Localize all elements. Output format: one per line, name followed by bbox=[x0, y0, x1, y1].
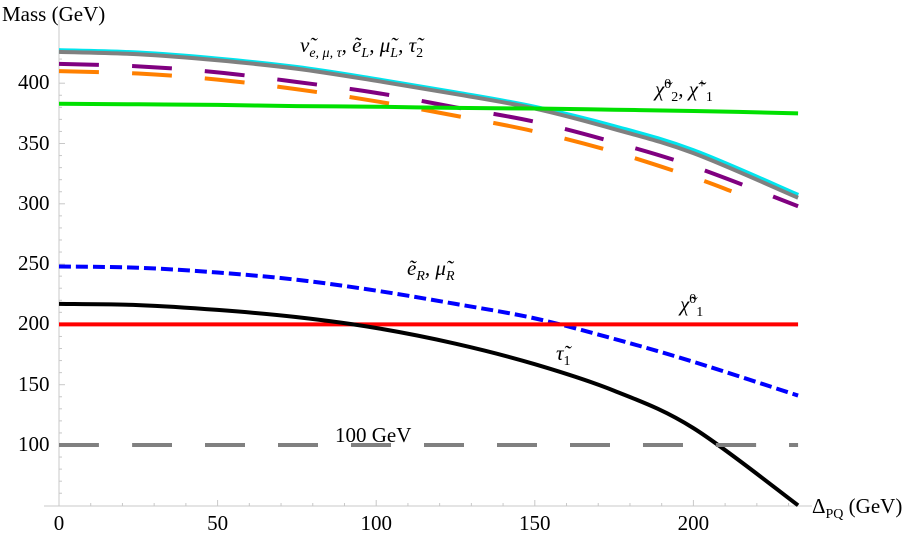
annotation-chi1: χ̃01 bbox=[680, 292, 704, 321]
series-right-sleptons bbox=[58, 264, 799, 398]
y-tick-label: 150 bbox=[18, 371, 50, 396]
series-gray-sleptons bbox=[58, 49, 799, 200]
series-orange-dashed bbox=[58, 69, 733, 194]
x-axis-label-unit: (GeV) bbox=[843, 494, 903, 518]
annotation-stau1: τ̃1 bbox=[556, 341, 571, 370]
x-tick-label: 100 bbox=[360, 511, 392, 535]
y-tick-label: 200 bbox=[18, 311, 50, 336]
x-axis-label-main: Δ bbox=[812, 494, 826, 518]
annotation-chi2-chargino: χ̃02, χ̃+1 bbox=[655, 77, 713, 106]
annotation-heavy-sleptons: ν̃e, μ, τ, ẽL, μ̃L, τ̃2 bbox=[300, 33, 424, 62]
x-tick-label: 150 bbox=[519, 511, 551, 535]
series-stau1 bbox=[58, 301, 800, 507]
annotation-100gev: 100 GeV bbox=[335, 423, 412, 447]
x-axis-label: ΔPQ (GeV) bbox=[812, 496, 902, 522]
series-cyan-sleptons bbox=[58, 48, 800, 198]
annotation-right-sleptons: ẽR, μ̃R bbox=[407, 256, 455, 285]
y-tick-label: 100 bbox=[18, 432, 50, 456]
y-axis-label: Mass (GeV) bbox=[2, 2, 106, 26]
x-tick-label: 0 bbox=[53, 511, 65, 535]
x-axis-label-sub: PQ bbox=[825, 507, 844, 523]
series-purple-dashed bbox=[58, 61, 799, 209]
y-tick-label: 300 bbox=[18, 190, 50, 215]
y-tick-label: 350 bbox=[18, 130, 50, 155]
x-tick-label: 200 bbox=[677, 511, 710, 535]
series-chi2-chargino bbox=[58, 101, 799, 116]
x-tick-label: 50 bbox=[207, 511, 229, 535]
y-tick-label: 250 bbox=[18, 251, 50, 276]
y-tick-label: 400 bbox=[18, 70, 50, 95]
